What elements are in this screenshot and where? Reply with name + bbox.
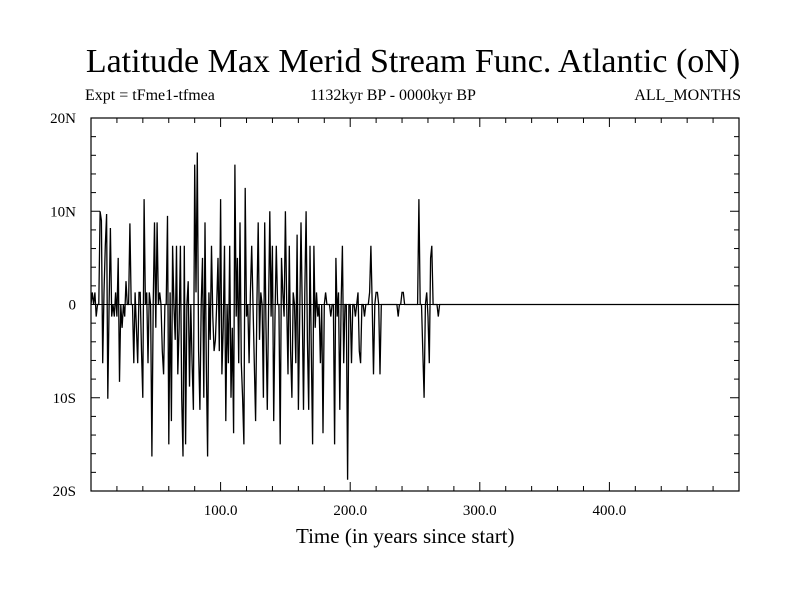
y-tick-label: 10N (50, 204, 76, 220)
y-tick-label: 10S (53, 391, 76, 407)
x-axis-label: Time (in years since start) (296, 524, 515, 548)
y-tick-label: 20S (53, 484, 76, 500)
x-tick-label: 200.0 (333, 503, 367, 519)
y-tick-label: 0 (69, 298, 77, 314)
series-layer (90, 152, 739, 480)
x-tick-label: 400.0 (593, 503, 627, 519)
chart-title: Latitude Max Merid Stream Func. Atlantic… (85, 43, 741, 80)
x-tick-label: 100.0 (204, 503, 238, 519)
time-range-label: 1132kyr BP - 0000kyr BP (310, 87, 476, 104)
experiment-label: Expt = tFme1-tfmea (85, 87, 215, 104)
months-label: ALL_MONTHS (634, 87, 741, 104)
y-tick-label: 20N (50, 111, 76, 127)
series-line (90, 152, 738, 480)
x-tick-label: 300.0 (463, 503, 497, 519)
plot-frame (90, 117, 740, 492)
